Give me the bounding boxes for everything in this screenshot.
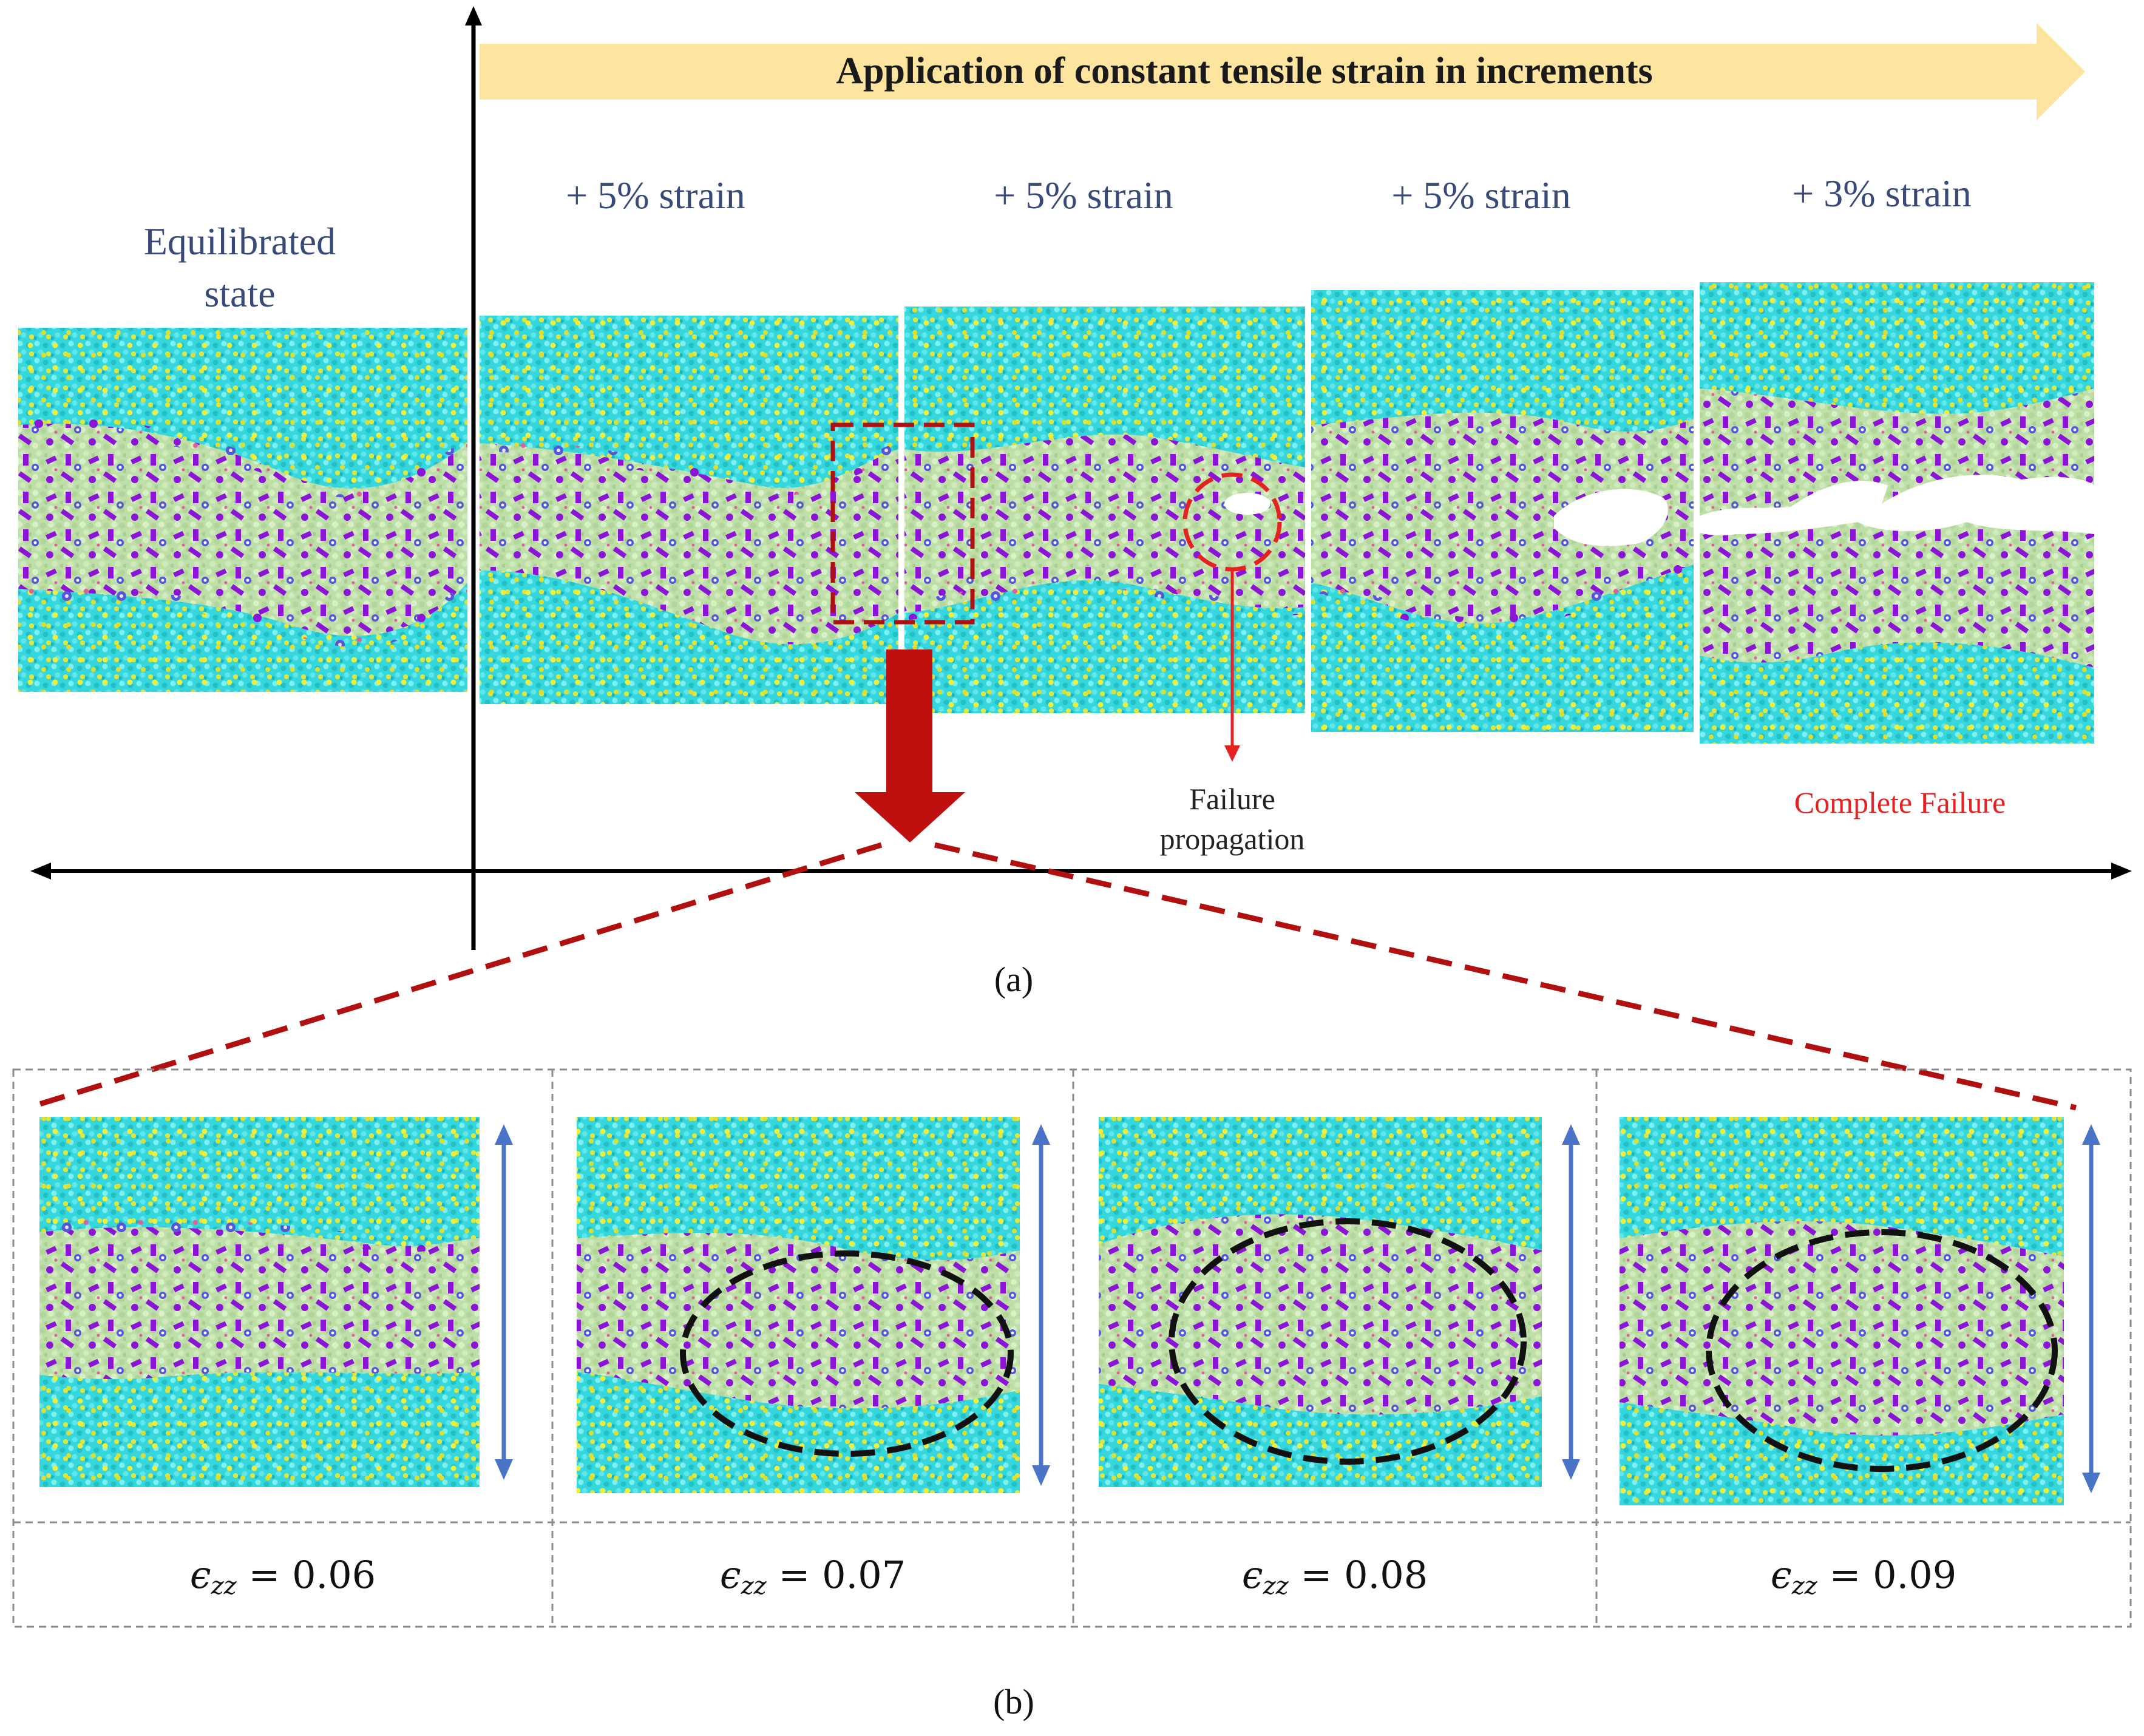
strain-subscript: zz xyxy=(1263,1572,1289,1600)
crack-1 xyxy=(1554,489,1668,546)
strain-symbol: ϵ xyxy=(1770,1553,1792,1597)
strain-label-0.06: ϵzz = 0.06 xyxy=(13,1553,552,1600)
strain-symbol: ϵ xyxy=(719,1553,741,1597)
zoom-projection-right xyxy=(934,842,2077,1111)
increment-label-2: + 5% strain xyxy=(994,174,1173,217)
zoom-snapshot-0.08 xyxy=(1099,1117,1542,1487)
failure-line2: propagation xyxy=(1159,822,1305,856)
panel-label-a: (a) xyxy=(994,960,1034,999)
zoom-arrow-head xyxy=(855,792,965,843)
snapshot-equilibrated xyxy=(18,328,467,692)
strain-value: = 0.07 xyxy=(778,1553,906,1597)
strain-subscript: zz xyxy=(741,1572,767,1600)
failure-line1: Failure xyxy=(1189,782,1275,816)
complete-failure-label: Complete Failure xyxy=(1794,785,2006,819)
zoom-snapshot-0.07 xyxy=(577,1117,1020,1493)
increment-label-1: + 5% strain xyxy=(566,174,745,217)
strain-symbol: ϵ xyxy=(1241,1553,1263,1597)
failure-pointer-arrowhead xyxy=(1224,745,1240,762)
snapshot-strain-2 xyxy=(904,307,1305,713)
snapshot-strain-4 xyxy=(1700,282,2094,744)
strain-label-0.07: ϵzz = 0.07 xyxy=(552,1553,1073,1600)
horizontal-axis-left-arrowhead xyxy=(30,863,51,880)
strain-value: = 0.08 xyxy=(1300,1553,1428,1597)
panel-label-b: (b) xyxy=(993,1682,1034,1721)
damage-ellipse-0.07 xyxy=(680,1250,1014,1457)
banner-title: Application of constant tensile strain i… xyxy=(836,50,1653,92)
damage-ellipse-0.09 xyxy=(1706,1229,2058,1472)
zoom-arrow-shaft xyxy=(886,649,932,795)
failure-propagation-label: Failure propagation xyxy=(1111,779,1354,859)
equilibrated-line2: state xyxy=(204,272,276,315)
zoom-projection-left xyxy=(36,842,883,1108)
zoom-snapshot-0.06 xyxy=(39,1117,480,1487)
strain-label-0.09: ϵzz = 0.09 xyxy=(1596,1553,2131,1600)
failure-circle xyxy=(1182,472,1282,572)
vertical-axis-arrowhead xyxy=(465,6,482,25)
panel-b-grid xyxy=(12,1068,2132,1628)
strain-label-0.08: ϵzz = 0.08 xyxy=(1073,1553,1596,1600)
equilibrated-label: Equilibrated state xyxy=(91,215,388,320)
increment-label-4: + 3% strain xyxy=(1792,172,1972,215)
strain-banner-arrow xyxy=(480,23,2085,120)
increment-label-3: + 5% strain xyxy=(1391,174,1571,217)
tension-arrows xyxy=(495,1124,2100,1493)
zoom-snapshot-0.09 xyxy=(1620,1117,2064,1505)
zoom-region-box xyxy=(830,422,975,625)
strain-subscript: zz xyxy=(211,1572,237,1600)
damage-ellipse-0.08 xyxy=(1169,1218,1527,1465)
strain-subscript: zz xyxy=(1791,1572,1817,1600)
strain-value: = 0.06 xyxy=(248,1553,376,1597)
strain-symbol: ϵ xyxy=(189,1553,211,1597)
snapshot-strain-3 xyxy=(1311,290,1694,732)
crack-2 xyxy=(1700,475,2094,536)
horizontal-axis-right-arrowhead xyxy=(2111,863,2132,880)
snapshot-strain-1 xyxy=(480,316,898,704)
strain-value: = 0.09 xyxy=(1829,1553,1957,1597)
equilibrated-line1: Equilibrated xyxy=(143,220,336,263)
